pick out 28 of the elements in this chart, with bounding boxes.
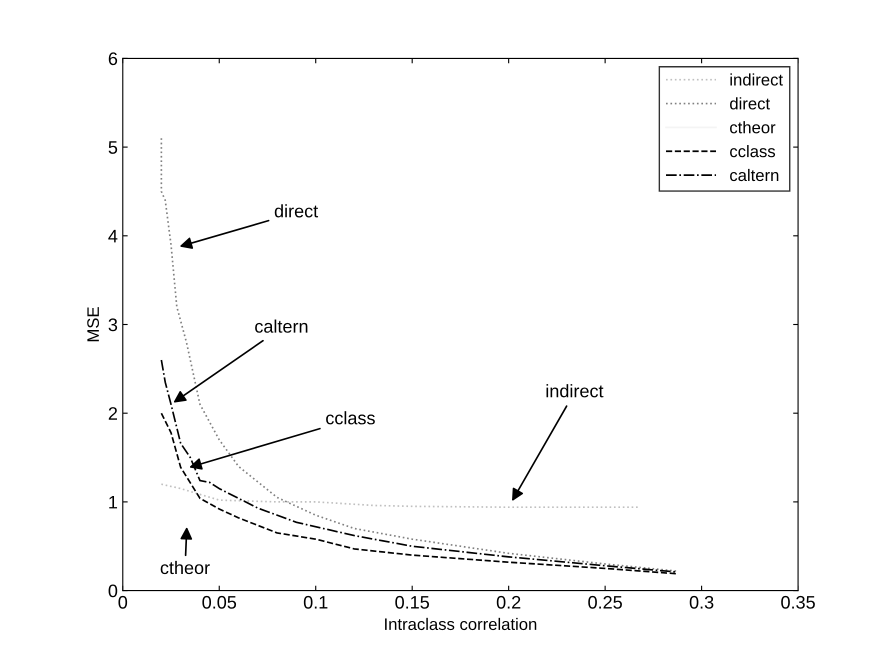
legend-label: caltern xyxy=(730,168,778,182)
y-tick-label: 5 xyxy=(108,141,118,154)
y-tick-label: 2 xyxy=(108,407,118,420)
legend-label: cclass xyxy=(730,145,776,158)
y-tick-label: 6 xyxy=(108,52,118,66)
y-tick-label: 3 xyxy=(108,318,118,332)
x-tick-label: 0.1 xyxy=(304,596,328,609)
y-tick-label: 4 xyxy=(108,230,118,242)
x-axis-title: Intraclass correlation xyxy=(385,618,536,630)
x-tick-label: 0.35 xyxy=(781,596,815,609)
x-tick-label: 0.3 xyxy=(690,596,714,609)
x-tick-label: 0.25 xyxy=(588,596,622,609)
annotation: ctheor xyxy=(160,560,210,574)
line-series xyxy=(160,483,639,508)
annotation: indirect xyxy=(546,384,604,398)
y-axis-title: MSE xyxy=(87,307,100,342)
legend-label: ctheor xyxy=(730,121,776,134)
legend-label: direct xyxy=(730,97,770,110)
legend-label: indirect xyxy=(730,73,783,86)
annotation: cclass xyxy=(326,411,375,424)
y-tick-label: 1 xyxy=(109,496,118,508)
x-tick-label: 0.2 xyxy=(496,596,520,609)
x-tick-label: 0.05 xyxy=(202,596,236,609)
x-tick-label: 0.15 xyxy=(395,596,430,609)
y-tick-label: 0 xyxy=(108,584,118,598)
annotation: direct xyxy=(274,204,318,218)
x-tick-label: 0 xyxy=(118,596,128,609)
annotation: caltern xyxy=(255,320,308,333)
